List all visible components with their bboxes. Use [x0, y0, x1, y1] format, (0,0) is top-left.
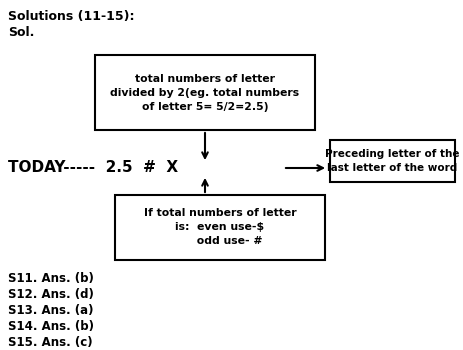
FancyBboxPatch shape — [95, 55, 315, 130]
Text: If total numbers of letter
is:  even use-$
     odd use- #: If total numbers of letter is: even use-… — [144, 209, 296, 246]
Text: S15. Ans. (c): S15. Ans. (c) — [8, 336, 93, 349]
Text: S13. Ans. (a): S13. Ans. (a) — [8, 304, 94, 317]
Text: TODAY-----  2.5  #  X: TODAY----- 2.5 # X — [8, 161, 178, 175]
FancyBboxPatch shape — [330, 140, 455, 182]
Text: Solutions (11-15):: Solutions (11-15): — [8, 10, 134, 23]
Text: Preceding letter of the
last letter of the word: Preceding letter of the last letter of t… — [325, 149, 460, 173]
Text: total numbers of letter
divided by 2(eg. total numbers
of letter 5= 5/2=2.5): total numbers of letter divided by 2(eg.… — [111, 74, 300, 112]
FancyBboxPatch shape — [115, 195, 325, 260]
Text: S14. Ans. (b): S14. Ans. (b) — [8, 320, 94, 333]
Text: S11. Ans. (b): S11. Ans. (b) — [8, 272, 94, 285]
Text: S12. Ans. (d): S12. Ans. (d) — [8, 288, 94, 301]
Text: Sol.: Sol. — [8, 26, 34, 39]
